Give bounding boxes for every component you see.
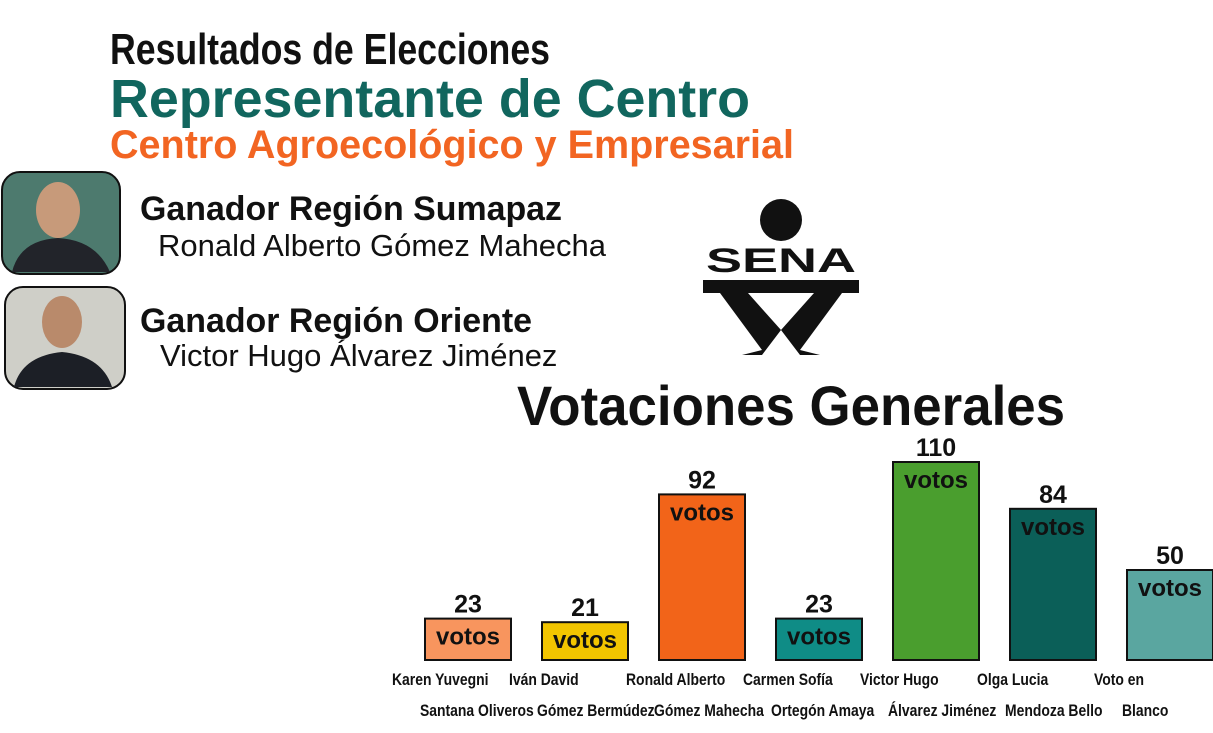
category-label: Blanco	[1122, 702, 1168, 721]
category-label: Carmen Sofía	[743, 671, 833, 690]
bar	[1126, 569, 1213, 661]
category-label: Santana Oliveros	[420, 702, 534, 721]
category-label: Mendoza Bello	[1005, 702, 1103, 721]
category-label: Ronald Alberto	[626, 671, 725, 690]
bar	[424, 617, 512, 661]
unit-label: votos	[553, 627, 617, 654]
logo-text: SENA	[706, 242, 856, 280]
unit-label: votos	[1138, 575, 1202, 602]
category-label: Ortegón Amaya	[771, 702, 875, 721]
value-label: 23	[805, 591, 833, 619]
bar	[541, 621, 629, 662]
value-label: 21	[571, 594, 599, 622]
category-label: Iván David	[509, 671, 579, 690]
unit-label: votos	[787, 624, 851, 651]
value-label: 110	[916, 434, 956, 462]
winner-region: Ganador Región Oriente	[140, 302, 532, 340]
bar	[1009, 507, 1097, 661]
value-label: 50	[1156, 542, 1184, 570]
category-label: Voto en	[1094, 671, 1144, 690]
category-label: Álvarez Jiménez	[888, 702, 997, 721]
photo	[4, 286, 126, 390]
winner-name: Ronald Alberto Gómez Mahecha	[158, 228, 607, 263]
bar-chart: 23 votos Karen Yuvegni Santana Oliveros 21 vo…	[392, 434, 1213, 720]
subtitle: Representante de Centro	[110, 69, 750, 129]
category-label: Olga Lucia	[977, 671, 1049, 690]
bar	[892, 461, 980, 661]
title: Resultados de Elecciones	[110, 25, 550, 74]
value-label: 23	[454, 591, 482, 619]
unit-label: votos	[904, 467, 968, 494]
logo: SENA	[703, 199, 859, 355]
unit-label: votos	[436, 624, 500, 651]
winner-name: Victor Hugo Álvarez Jiménez	[160, 338, 557, 373]
unit-label: votos	[1021, 514, 1085, 541]
center-name: Centro Agroecológico y Empresarial	[110, 123, 794, 167]
chart-title: Votaciones Generales	[517, 374, 1065, 437]
category-label: Karen Yuvegni	[392, 671, 489, 690]
value-label: 92	[688, 466, 716, 494]
winner-region: Ganador Región Sumapaz	[140, 190, 562, 228]
photo	[1, 171, 121, 275]
category-label: Victor Hugo	[860, 671, 939, 690]
unit-label: votos	[670, 499, 734, 526]
bar	[658, 493, 746, 661]
value-label: 84	[1039, 481, 1067, 509]
category-label: Gómez Mahecha	[654, 702, 764, 721]
category-label: Gómez Bermúdez	[537, 702, 655, 721]
bar	[775, 617, 863, 661]
